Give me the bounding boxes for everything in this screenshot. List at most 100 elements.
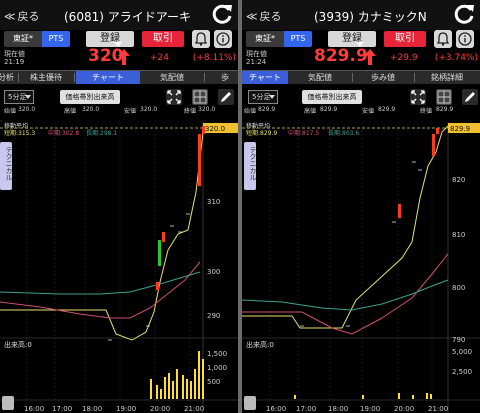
ma-value: 短期:829.9: [246, 129, 277, 137]
market-tse[interactable]: 東証*: [4, 31, 42, 47]
open-label: 始値: [4, 108, 17, 115]
price-change: +24: [150, 53, 169, 63]
fullscreen-icon[interactable]: [166, 89, 182, 105]
ma-value: 長期:298.1: [86, 129, 117, 137]
volume-tick-label: 5,000: [452, 348, 472, 356]
bell-icon[interactable]: [192, 30, 210, 48]
volume-profile-button[interactable]: 価格帯別出来高: [60, 90, 120, 104]
volume-bar: [198, 351, 200, 399]
candle: [156, 282, 159, 290]
volume-bar: [172, 381, 174, 399]
ma-value: 長期:803.6: [328, 129, 359, 137]
ma-value: 中期:302.8: [48, 129, 79, 137]
volume-bar: [430, 394, 432, 399]
market-toggle[interactable]: 東証* PTS: [246, 31, 312, 47]
refresh-icon[interactable]: [210, 2, 234, 26]
trade-button[interactable]: 取引: [384, 31, 426, 47]
ma-value: 短期:315.3: [4, 129, 35, 137]
back-chevron-icon: ≪: [4, 10, 16, 23]
interval-select[interactable]: 5分足: [248, 90, 278, 104]
ma-line: [242, 125, 449, 329]
refresh-icon[interactable]: [452, 2, 476, 26]
volume-bar: [398, 393, 400, 399]
interval-value: 5分足: [8, 93, 27, 101]
tab-ticks[interactable]: 歩み値: [371, 73, 395, 82]
right-stock-panel: ≪ 戻る (3939) カナミックN 東証* PTS 登録 取引 現在値 21:2…: [242, 0, 480, 413]
tab-benefits[interactable]: 株主優待: [30, 73, 62, 82]
market-pts[interactable]: PTS: [42, 31, 70, 47]
y-tick-label: 290: [207, 312, 220, 320]
pencil-icon[interactable]: [218, 89, 234, 105]
open-value: 829.9: [258, 106, 276, 113]
tab-quotes[interactable]: 気配値: [160, 73, 184, 82]
tab-analysis[interactable]: 分析: [0, 73, 14, 82]
high-value: 829.9: [320, 106, 338, 113]
current-price: 320: [88, 46, 124, 66]
candle: [436, 128, 439, 134]
market-tse[interactable]: 東証*: [246, 31, 284, 47]
scroll-handle-icon: [244, 396, 256, 410]
chart-controls: 5分足 価格帯別出来高: [0, 88, 238, 106]
current-price-label: 現在値: [4, 50, 25, 58]
x-tick-label: 21:00: [428, 405, 448, 413]
x-tick-label: 19:00: [360, 405, 380, 413]
stock-title: (6081) アライドアーキ: [64, 10, 191, 24]
x-tick-label: 18:00: [82, 405, 102, 413]
candle: [432, 134, 435, 156]
price-tag-label: 320.0: [205, 125, 225, 133]
tab-details[interactable]: 銘柄詳細: [431, 73, 463, 82]
back-button[interactable]: ≪ 戻る: [4, 8, 40, 24]
back-button[interactable]: ≪ 戻る: [246, 8, 282, 24]
close-label: 終値: [420, 108, 433, 115]
register-button[interactable]: 登録: [86, 31, 134, 47]
volume-bar: [186, 379, 188, 399]
high-label: 高値: [304, 108, 317, 115]
volume-bar: [412, 395, 414, 399]
price-change-percent: (+3.74%): [434, 53, 478, 63]
x-tick-label: 16:00: [266, 405, 286, 413]
volume-tick-label: 1,000: [207, 364, 227, 372]
header-bar: ≪ 戻る (6081) アライドアーキ: [0, 0, 238, 30]
tab-ticks[interactable]: 歩: [221, 73, 229, 82]
caret-down-icon: [356, 42, 364, 47]
volume-bar: [182, 375, 184, 399]
trade-button[interactable]: 取引: [142, 31, 184, 47]
interval-select[interactable]: 5分足: [4, 90, 34, 104]
fullscreen-icon[interactable]: [410, 89, 426, 105]
low-label: 安値: [124, 108, 137, 115]
pencil-icon[interactable]: [462, 89, 478, 105]
candle: [158, 240, 161, 266]
grid-icon[interactable]: [192, 89, 208, 105]
action-row: 東証* PTS 登録 取引: [242, 30, 480, 48]
ma-line: [242, 253, 449, 335]
volume-bar: [190, 381, 192, 399]
volume-bar: [194, 369, 196, 399]
low-value: 320.0: [140, 106, 158, 113]
tab-chart[interactable]: チャート: [242, 71, 288, 84]
volume-tick-label: 1,500: [207, 350, 227, 358]
left-stock-panel: ≪ 戻る (6081) アライドアーキ 東証* PTS 登録 取引 現在値 21:…: [0, 0, 238, 413]
ma-title: 移動平均: [246, 122, 270, 130]
volume-bar: [362, 395, 364, 399]
tab-chart[interactable]: チャート: [76, 71, 140, 84]
market-toggle[interactable]: 東証* PTS: [4, 31, 70, 47]
y-tick-label: 790: [452, 336, 465, 344]
volume-profile-button[interactable]: 価格帯別出来高: [302, 90, 362, 104]
bell-icon[interactable]: [434, 30, 452, 48]
grid-icon[interactable]: [436, 89, 452, 105]
ma-line: [242, 279, 449, 311]
x-tick-label: 19:00: [116, 405, 136, 413]
candle: [198, 134, 201, 186]
tab-quotes[interactable]: 気配値: [308, 73, 332, 82]
stock-title: (3939) カナミックN: [314, 10, 427, 24]
high-value: 320.0: [82, 106, 100, 113]
market-pts[interactable]: PTS: [284, 31, 312, 47]
info-icon[interactable]: [214, 30, 232, 48]
register-button[interactable]: 登録: [328, 31, 376, 47]
volume-bar: [150, 379, 152, 399]
scroll-handle-icon: [2, 396, 14, 410]
ma-value: 中期:817.5: [288, 129, 319, 137]
info-icon[interactable]: [456, 30, 474, 48]
